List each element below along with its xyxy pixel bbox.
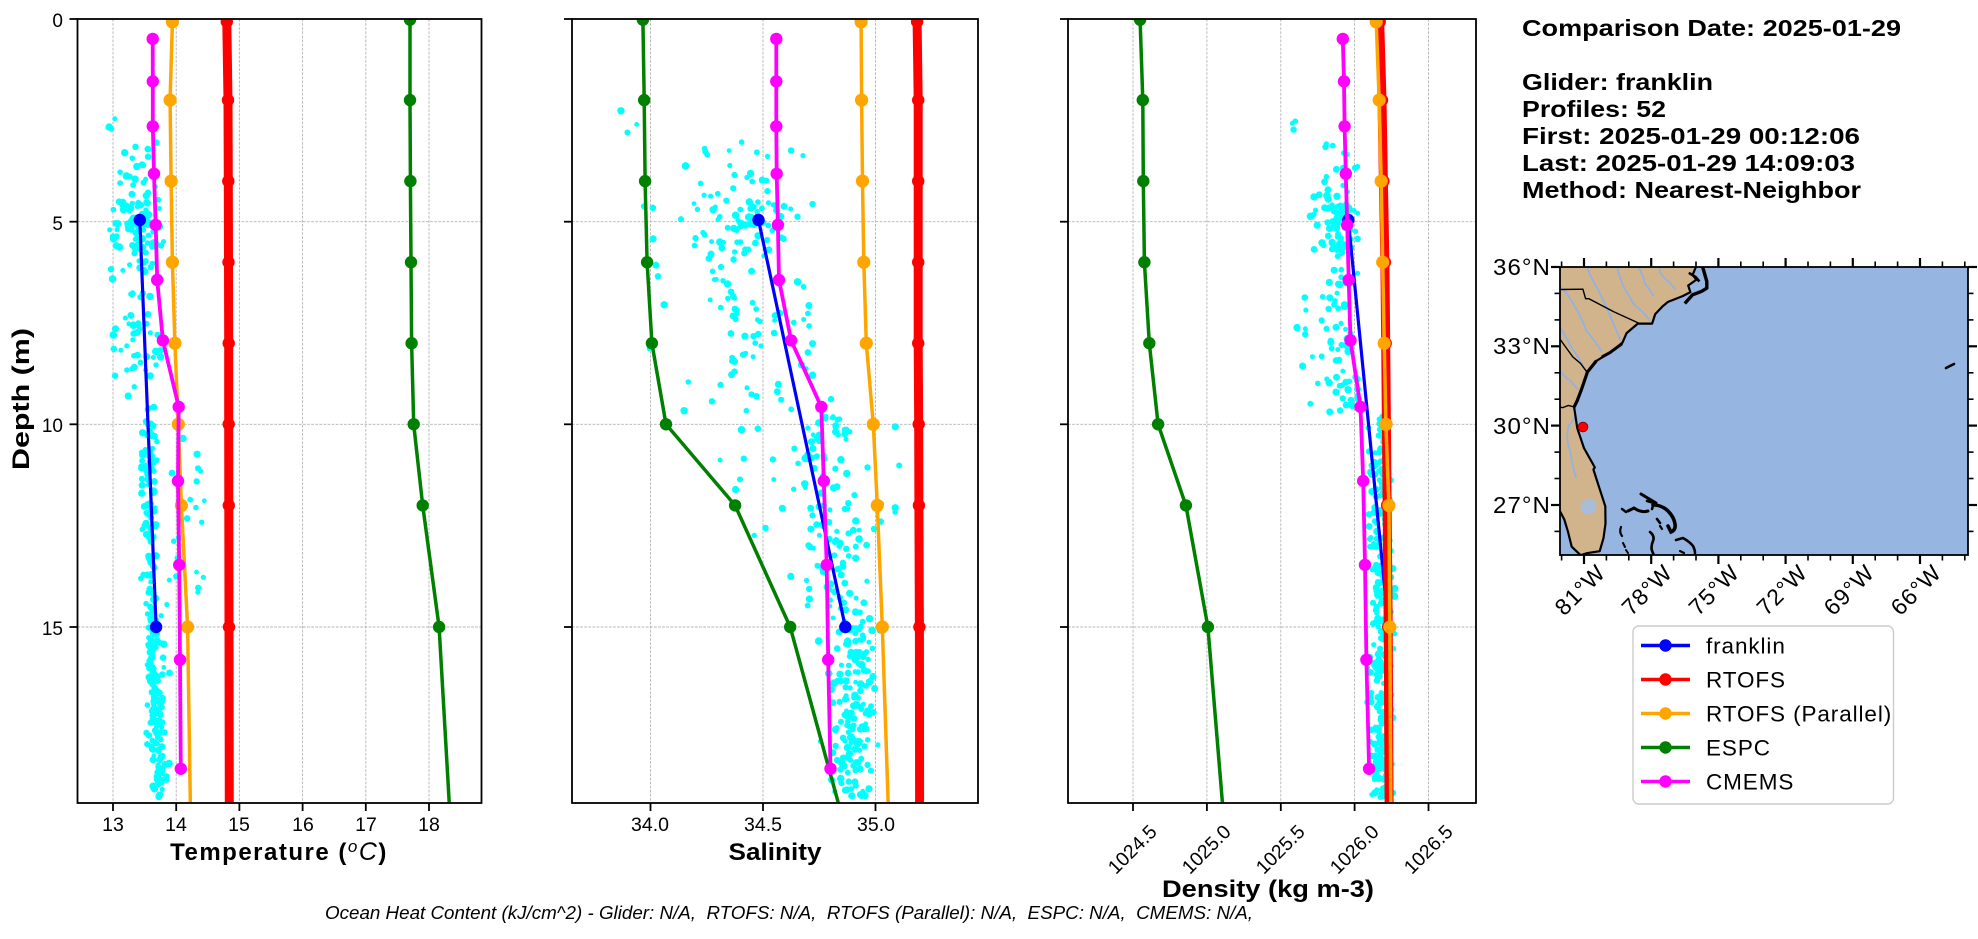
svg-text:Depth (m): Depth (m) [8,328,35,470]
svg-text:10: 10 [42,416,63,437]
svg-text:Last: 2025-01-29 14:09:03: Last: 2025-01-29 14:09:03 [1522,150,1855,176]
svg-text:30°N: 30°N [1493,413,1551,439]
svg-text:RTOFS: RTOFS [1706,668,1786,693]
svg-text:13: 13 [102,814,124,836]
svg-text:Comparison Date: 2025-01-29: Comparison Date: 2025-01-29 [1522,15,1901,41]
svg-text:14: 14 [165,814,187,836]
svg-text:27°N: 27°N [1493,492,1551,518]
svg-text:15: 15 [228,814,250,836]
svg-text:33°N: 33°N [1493,333,1551,359]
svg-text:RTOFS (Parallel): RTOFS (Parallel) [1706,702,1892,727]
svg-text:34.5: 34.5 [744,814,782,836]
svg-text:First: 2025-01-29 00:12:06: First: 2025-01-29 00:12:06 [1522,123,1860,149]
svg-text:16: 16 [292,814,314,836]
svg-text:Glider: franklin: Glider: franklin [1522,69,1713,95]
svg-text:35.0: 35.0 [857,814,895,836]
svg-text:36°N: 36°N [1493,254,1551,280]
svg-text:Profiles: 52: Profiles: 52 [1522,96,1666,122]
svg-text:ESPC: ESPC [1706,736,1771,761]
svg-text:18: 18 [418,814,440,836]
svg-text:Salinity: Salinity [729,839,823,866]
svg-text:Ocean Heat Content (kJ/cm^2) -: Ocean Heat Content (kJ/cm^2) - Glider: N… [325,903,1253,923]
svg-text:5: 5 [52,214,63,235]
svg-text:CMEMS: CMEMS [1706,770,1794,795]
svg-text:17: 17 [355,814,377,836]
svg-text:15: 15 [42,619,63,640]
svg-text:Method: Nearest-Neighbor: Method: Nearest-Neighbor [1522,177,1861,203]
svg-text:34.0: 34.0 [631,814,669,836]
svg-text:Density (kg m-3): Density (kg m-3) [1162,876,1374,903]
svg-text:franklin: franklin [1706,634,1786,659]
svg-text:0: 0 [52,11,63,32]
